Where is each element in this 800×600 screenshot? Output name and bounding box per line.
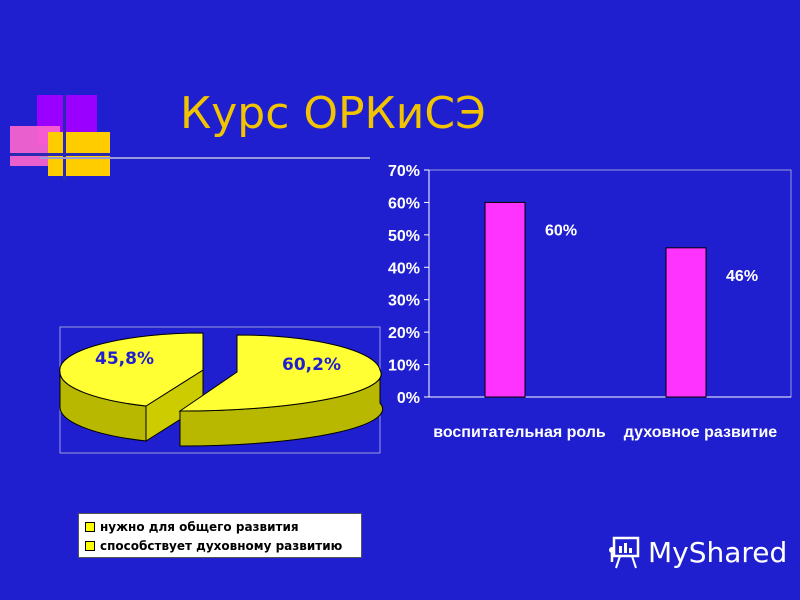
x-axis-labels: воспитательная роль духовное развитие <box>433 424 777 441</box>
legend-swatch <box>85 521 95 532</box>
slide-title: Курс ОРКиСЭ <box>180 88 486 139</box>
y-axis: 0% 10% 20% 30% 40% 50% 60% 70% <box>388 163 791 407</box>
watermark: MyShared <box>606 534 787 570</box>
watermark-text: MyShared <box>648 535 788 569</box>
legend-label: нужно для общего развития <box>100 519 299 534</box>
pie-chart: 45,8% 60,2% <box>59 326 384 454</box>
pie-slice-1 <box>59 332 204 442</box>
y-tick-label: 20% <box>388 325 420 342</box>
pie-label-1: 45,8% <box>95 349 154 369</box>
pie-label-2: 60,2% <box>282 355 341 375</box>
bar-data-label: 46% <box>726 268 758 285</box>
presentation-board-icon <box>609 536 640 569</box>
pie-slice-2 <box>178 334 384 447</box>
y-tick-label: 10% <box>388 358 420 375</box>
y-tick-label: 70% <box>388 163 420 180</box>
y-tick-label: 40% <box>388 260 420 277</box>
bar <box>665 247 707 398</box>
deco-line-vertical <box>63 95 66 180</box>
bar <box>484 201 526 398</box>
legend-item: нужно для общего развития <box>85 517 355 536</box>
deco-line-horizontal <box>10 153 110 156</box>
y-tick-label: 0% <box>397 390 420 407</box>
y-tick-label: 30% <box>388 293 420 310</box>
legend-swatch <box>85 540 95 551</box>
y-tick-label: 60% <box>388 195 420 212</box>
bars-group: 60% 46% <box>484 201 758 398</box>
y-tick-label: 50% <box>388 228 420 245</box>
bar-chart: 0% 10% 20% 30% 40% 50% 60% 70% 60% 46% воспитате… <box>388 163 792 441</box>
title-underline <box>40 157 370 159</box>
x-tick-label: воспитательная роль <box>433 424 606 441</box>
legend-label: способствует духовному развитию <box>100 538 343 553</box>
pie-legend: нужно для общего развития способствует д… <box>78 513 362 558</box>
x-tick-label: духовное развитие <box>624 424 778 441</box>
legend-item: способствует духовному развитию <box>85 536 355 555</box>
bar-data-label: 60% <box>545 222 577 239</box>
